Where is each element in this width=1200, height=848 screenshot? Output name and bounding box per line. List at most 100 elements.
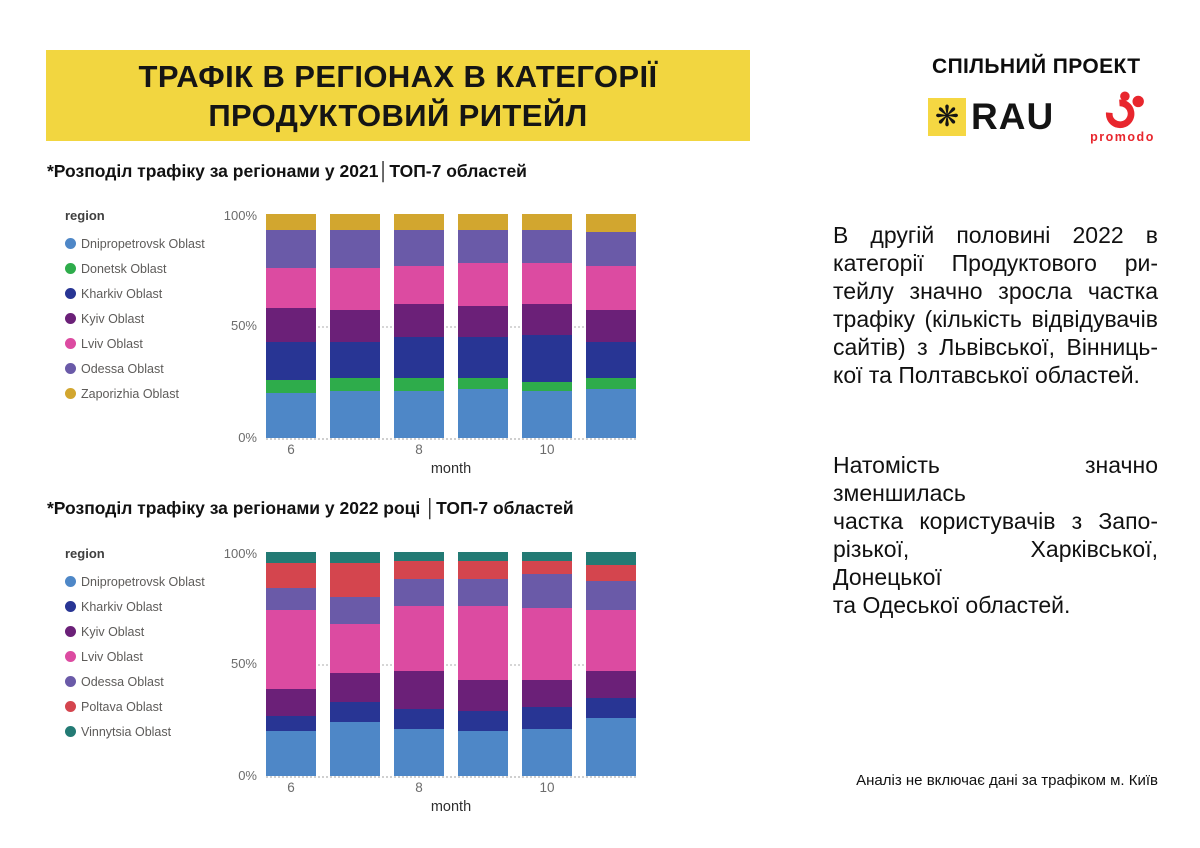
bar-segment xyxy=(394,390,444,438)
x-tick-label: 6 xyxy=(287,780,295,795)
bar-segment xyxy=(458,711,508,732)
legend-swatch-icon xyxy=(65,263,76,274)
x-tick-label: 10 xyxy=(539,442,555,457)
bar-segment xyxy=(266,587,316,611)
bar-segment xyxy=(330,596,380,624)
bar-segment xyxy=(586,670,636,698)
analysis-line: Натомість значно зменшилась xyxy=(833,452,1158,506)
bar-segment xyxy=(458,605,508,680)
stacked-bar-month-11 xyxy=(586,552,636,776)
analysis-paragraph-1: В другій половині 2022 в категорії Продук… xyxy=(833,221,1158,389)
legend: region Dnipropetrovsk Oblast Donetsk Oblas… xyxy=(65,203,215,477)
bar-segment xyxy=(394,670,444,709)
stacked-bar-month-9 xyxy=(458,214,508,438)
bar-segment xyxy=(394,303,444,338)
legend-item: Kyiv Oblast xyxy=(65,306,215,331)
bar-segment xyxy=(266,308,316,342)
legend-swatch-icon xyxy=(65,651,76,662)
bar-segment xyxy=(394,265,444,304)
legend-swatch-icon xyxy=(65,676,76,687)
stacked-bar-month-6 xyxy=(266,214,316,438)
bar-segment xyxy=(458,337,508,378)
y-tick-label: 0% xyxy=(238,768,257,783)
analysis-line: категорії Продуктового ри- xyxy=(833,250,1158,276)
legend-label: Poltava Oblast xyxy=(81,699,163,714)
bar-segment xyxy=(330,229,380,268)
chart-1-title: *Розподіл трафіку за регіонами у 2021│ТО… xyxy=(47,161,527,181)
y-tick-label: 100% xyxy=(223,546,257,561)
legend-label: Zaporizhia Oblast xyxy=(81,386,179,401)
rau-logo: ❋ RAU xyxy=(928,96,1054,138)
bar-segment xyxy=(522,334,572,383)
bar-segment xyxy=(330,672,380,703)
bar-segment xyxy=(266,393,316,438)
footnote: Аналіз не включає дані за трафіком м. Ки… xyxy=(856,772,1158,789)
legend-swatch-icon xyxy=(65,626,76,637)
legend-swatch-icon xyxy=(65,388,76,399)
analysis-line: різької, Харківської, Донецької xyxy=(833,536,1158,590)
bar-segment xyxy=(266,552,316,564)
bar-segment xyxy=(458,305,508,338)
legend-label: Lviv Oblast xyxy=(81,649,143,664)
analysis-line: трафіку (кількість відвідувачів xyxy=(833,306,1158,332)
bar-segment xyxy=(330,702,380,723)
stacked-bar-month-8 xyxy=(394,552,444,776)
legend-swatch-icon xyxy=(65,238,76,249)
bar-segment xyxy=(522,552,572,561)
bar-segment xyxy=(330,390,380,438)
bar-segment xyxy=(330,341,380,378)
bar-segment xyxy=(522,706,572,729)
y-axis: 100% 50% 0% xyxy=(215,208,266,445)
bar-segment xyxy=(458,679,508,712)
legend-label: Lviv Oblast xyxy=(81,336,143,351)
legend-label: Kyiv Oblast xyxy=(81,624,145,639)
analysis-paragraph-2: Натомість значно зменшилась частка корист… xyxy=(833,451,1158,619)
analysis-line: та Одеської областей. xyxy=(833,592,1071,618)
stacked-bar-month-10 xyxy=(522,214,572,438)
legend-swatch-icon xyxy=(65,601,76,612)
bar-segment xyxy=(586,341,636,378)
gridline-50pct xyxy=(266,326,636,328)
legend-swatch-icon xyxy=(65,363,76,374)
legend-item: Kharkiv Oblast xyxy=(65,281,215,306)
stacked-bar-month-9 xyxy=(458,552,508,776)
analysis-line: тейлу значно зросла частка xyxy=(833,278,1158,304)
logos-row: ❋ RAU promodo xyxy=(928,91,1168,144)
bar-segment xyxy=(586,717,636,776)
bar-segment xyxy=(586,388,636,438)
bar-segment xyxy=(266,214,316,230)
promodo-logo: promodo xyxy=(1090,91,1155,144)
x-tick-label: 6 xyxy=(287,442,295,457)
bar-segment xyxy=(394,337,444,378)
bar-segment xyxy=(522,382,572,391)
chart-2-title: *Розподіл трафіку за регіонами у 2022 ро… xyxy=(47,498,574,518)
bar-segment xyxy=(522,263,572,304)
bar-segment xyxy=(458,578,508,606)
y-tick-label: 100% xyxy=(223,208,257,223)
legend-title: region xyxy=(65,546,105,561)
legend-item: Kharkiv Oblast xyxy=(65,594,215,619)
x-ticks: 6 8 10 xyxy=(266,780,636,797)
title-banner: ТРАФІК В РЕГІОНАХ В КАТЕГОРІЇ ПРОДУКТОВИ… xyxy=(46,50,750,141)
bar-segment xyxy=(266,341,316,380)
bar-segment xyxy=(330,214,380,230)
x-ticks: 6 8 10 xyxy=(266,442,636,459)
plot-area xyxy=(266,552,636,778)
bar-segment xyxy=(394,214,444,230)
partner-block: СПІЛЬНИЙ ПРОЕКТ ❋ RAU promodo xyxy=(920,55,1168,144)
bar-segment xyxy=(266,267,316,309)
bar-segment xyxy=(458,561,508,579)
legend-item: Lviv Oblast xyxy=(65,644,215,669)
legend-item: Lviv Oblast xyxy=(65,331,215,356)
legend-item: Vinnytsia Oblast xyxy=(65,719,215,744)
bar-segment xyxy=(266,563,316,588)
bar-segment xyxy=(522,728,572,776)
promodo-swirl-icon xyxy=(1105,91,1144,129)
bar-segment xyxy=(266,731,316,776)
axis-baseline xyxy=(266,776,636,778)
bar-segment xyxy=(330,623,380,673)
plot-area xyxy=(266,214,636,440)
legend-label: Kharkiv Oblast xyxy=(81,286,163,301)
bar-segment xyxy=(394,561,444,579)
analysis-line: В другій половині 2022 в xyxy=(833,222,1158,248)
